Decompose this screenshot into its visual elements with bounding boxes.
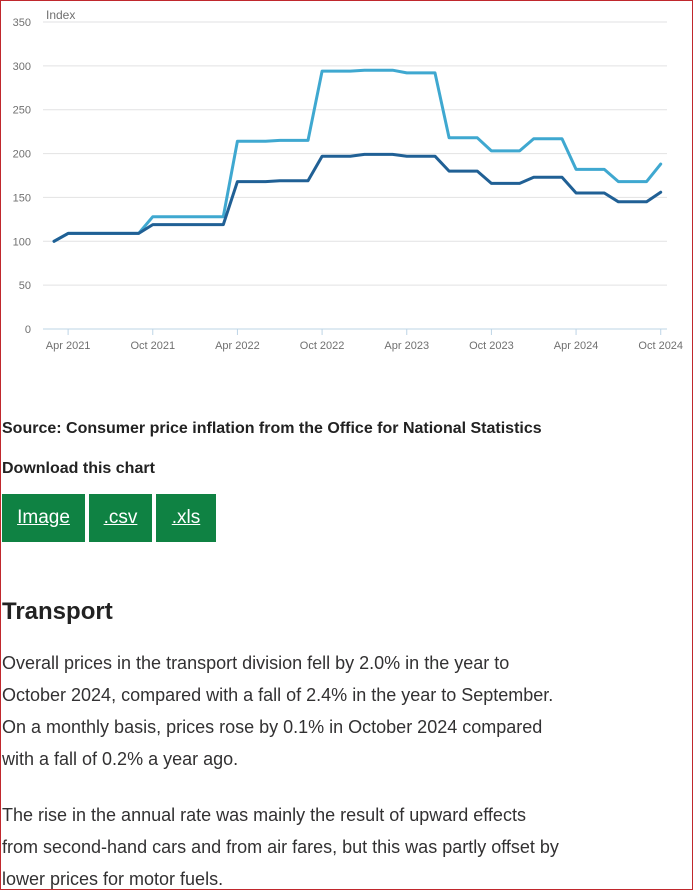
x-tick-label: Oct 2022: [300, 340, 345, 352]
paragraph-2: The rise in the annual rate was mainly t…: [2, 799, 622, 895]
paragraph-line: On a monthly basis, prices rose by 0.1% …: [2, 717, 543, 737]
series-line-1: [52, 68, 663, 243]
paragraph-line: The rise in the annual rate was mainly t…: [2, 805, 526, 825]
x-tick-label: Oct 2023: [469, 340, 514, 352]
y-tick-label: 150: [13, 192, 31, 204]
x-tick-label: Oct 2024: [638, 340, 683, 352]
y-axis: 0 50 100 150 200 250 300 350: [13, 17, 31, 336]
x-tick-label: Apr 2024: [554, 340, 599, 352]
download-image-button[interactable]: Image: [2, 494, 85, 542]
paragraph-line: from second-hand cars and from air fares…: [2, 837, 559, 857]
paragraph-1: Overall prices in the transport division…: [2, 647, 622, 775]
download-xls-button[interactable]: .xls: [156, 494, 216, 542]
chart-gridlines: [43, 21, 667, 286]
chart-source: Source: Consumer price inflation from th…: [2, 420, 542, 437]
paragraph-line: Overall prices in the transport division…: [2, 653, 510, 673]
y-tick-label: 300: [13, 61, 31, 73]
chart-series: [52, 68, 663, 243]
paragraph-line: October 2024, compared with a fall of 2.…: [2, 685, 554, 705]
y-tick-label: 50: [19, 280, 31, 292]
y-tick-label: 0: [25, 324, 31, 336]
paragraph-line: lower prices for motor fuels.: [2, 869, 224, 889]
y-tick-label: 350: [13, 17, 31, 29]
x-tick-label: Apr 2021: [46, 340, 91, 352]
y-axis-label: Index: [46, 8, 75, 22]
x-tick-label: Apr 2022: [215, 340, 260, 352]
x-tick-label: Oct 2021: [130, 340, 175, 352]
section-heading: Transport: [2, 598, 113, 625]
paragraph-line: with a fall of 0.2% a year ago.: [2, 749, 239, 769]
download-buttons: Image .csv .xls: [2, 494, 216, 542]
series-line-2: [52, 152, 663, 243]
y-tick-label: 100: [13, 236, 31, 248]
y-tick-label: 200: [13, 149, 31, 161]
download-title: Download this chart: [2, 460, 155, 477]
y-tick-label: 250: [13, 105, 31, 117]
x-axis: Apr 2021 Oct 2021 Apr 2022 Oct 2022 Apr 2023…: [43, 328, 683, 352]
download-csv-button[interactable]: .csv: [89, 494, 152, 542]
x-tick-label: Apr 2023: [384, 340, 429, 352]
